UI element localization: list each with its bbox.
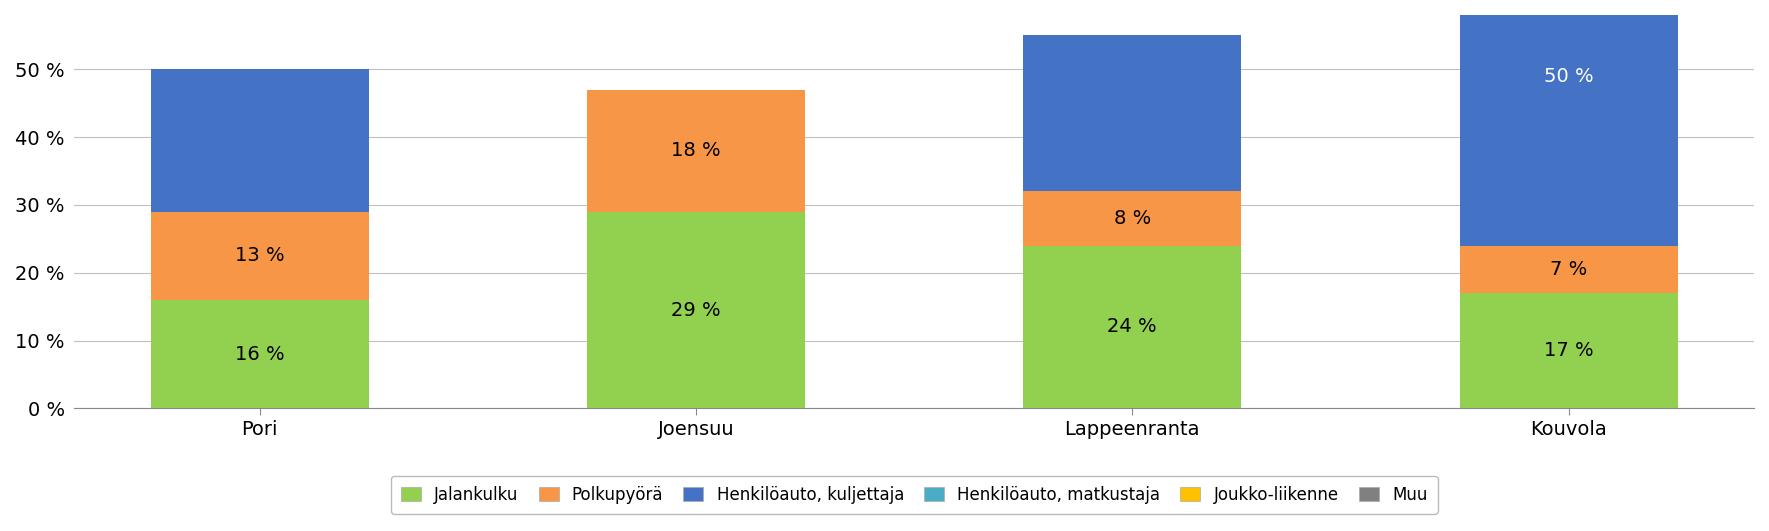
Bar <box>150 300 368 408</box>
Bar <box>150 69 368 212</box>
Text: 18 %: 18 % <box>670 141 720 160</box>
Bar <box>1022 245 1242 408</box>
Bar <box>1022 36 1242 191</box>
Text: 8 %: 8 % <box>1114 209 1152 228</box>
Legend: Jalankulku, Polkupyörä, Henkilöauto, kuljettaja, Henkilöauto, matkustaja, Joukko: Jalankulku, Polkupyörä, Henkilöauto, kul… <box>391 476 1438 513</box>
Text: 29 %: 29 % <box>670 301 720 320</box>
Bar <box>1459 245 1677 293</box>
Text: 17 %: 17 % <box>1544 341 1594 360</box>
Text: 50 %: 50 % <box>1544 66 1594 85</box>
Bar <box>1459 293 1677 408</box>
Text: 16 %: 16 % <box>235 345 285 364</box>
Bar <box>150 212 368 300</box>
Bar <box>587 90 805 212</box>
Bar <box>587 212 805 408</box>
Bar <box>1459 0 1677 245</box>
Text: 7 %: 7 % <box>1550 260 1587 279</box>
Bar <box>1022 191 1242 245</box>
Text: 13 %: 13 % <box>235 246 285 266</box>
Text: 24 %: 24 % <box>1107 318 1157 337</box>
